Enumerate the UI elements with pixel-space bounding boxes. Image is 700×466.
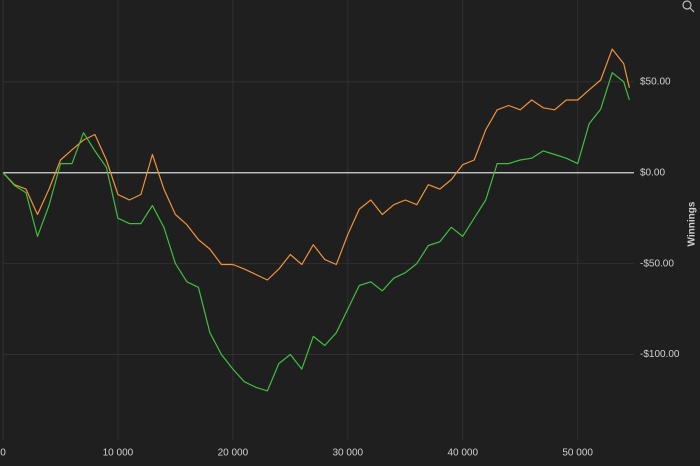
series-line xyxy=(2,72,630,392)
search-handle xyxy=(689,7,695,13)
y-tick-label: -$50.00 xyxy=(640,258,674,269)
y-axis-label: Winnings xyxy=(687,201,698,246)
search-circle xyxy=(682,0,692,10)
x-tick-label: 20 000 xyxy=(218,448,249,459)
lines xyxy=(2,48,630,392)
x-tick-label: 30 000 xyxy=(333,448,364,459)
x-tick-label: 50 000 xyxy=(562,448,593,459)
series-line xyxy=(2,48,630,281)
grid xyxy=(2,0,634,440)
x-tick-label: 0 xyxy=(0,448,6,459)
x-tick-label: 10 000 xyxy=(103,448,134,459)
y-tick-label: $50.00 xyxy=(640,76,671,87)
search-icon[interactable] xyxy=(682,0,695,13)
y-tick-label: $0.00 xyxy=(640,167,665,178)
y-tick-label: -$100.00 xyxy=(640,349,680,360)
x-tick-label: 40 000 xyxy=(447,448,478,459)
